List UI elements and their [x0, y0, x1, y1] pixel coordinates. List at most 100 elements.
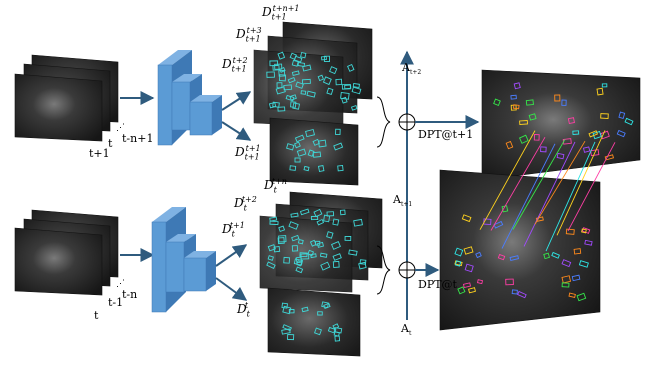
dpt-label-bottom: DPT@t — [418, 278, 457, 291]
detection-box — [286, 143, 295, 151]
bottom-input-stack: ⋰ — [14, 209, 125, 296]
tracked-box — [509, 255, 520, 261]
detection-box — [320, 261, 331, 271]
detection-box — [305, 128, 316, 138]
detection-label-bottom-1: Dtt+1 — [222, 221, 245, 239]
detection-box — [307, 249, 315, 257]
tracked-box — [604, 154, 615, 161]
bottom-input-frame-1 — [14, 227, 103, 296]
detection-box — [352, 82, 360, 88]
detection-box — [339, 209, 346, 216]
tracked-box — [519, 119, 529, 125]
top-input-stack: ⋰ — [14, 54, 125, 142]
top-input-label-2: t — [108, 137, 113, 150]
tracked-box — [528, 113, 537, 121]
detection-box — [274, 63, 283, 70]
detection-box — [340, 91, 350, 100]
detection-box — [332, 253, 342, 261]
circled-plus-icon — [398, 261, 416, 279]
detection-box — [326, 231, 334, 239]
detection-box — [358, 261, 367, 270]
detection-box — [317, 165, 325, 173]
detection-box — [300, 90, 307, 95]
detection-box — [289, 52, 298, 60]
tracked-box — [464, 263, 474, 273]
tracked-box — [493, 220, 504, 229]
arrow-cnn-to-detection-stack-bottom — [215, 244, 248, 267]
tracked-box — [517, 290, 527, 299]
detection-box — [359, 259, 367, 265]
detection-box — [309, 239, 317, 247]
tracked-box — [584, 239, 593, 246]
detection-box — [299, 252, 308, 258]
detection-box — [291, 245, 299, 252]
tracked-box — [561, 275, 572, 284]
tracked-box — [501, 205, 509, 213]
tracked-box — [540, 146, 547, 153]
tracked-box — [483, 218, 492, 226]
top-input-label-1: t+1 — [89, 147, 110, 160]
detection-box — [291, 234, 300, 242]
detection-box — [278, 235, 287, 243]
detection-box — [291, 70, 300, 76]
detection-box — [295, 81, 304, 89]
detection-box — [269, 220, 279, 226]
detection-box — [310, 253, 317, 259]
tracked-box — [616, 129, 626, 138]
top-detection-stack — [253, 21, 373, 128]
association-line — [545, 141, 596, 252]
detection-box — [321, 301, 330, 309]
tracked-box — [568, 292, 576, 298]
association-line — [534, 140, 586, 225]
tracked-box — [592, 130, 602, 140]
detection-box — [312, 151, 322, 158]
detection-box — [275, 86, 286, 95]
tracked-box — [588, 130, 598, 138]
association-line — [567, 142, 616, 232]
detection-box — [281, 302, 288, 309]
detection-label-top-1: Dt+1t+1 — [235, 144, 261, 162]
dots-icon: ⋰ — [116, 279, 125, 289]
detection-box — [332, 323, 340, 330]
detection-box — [266, 261, 276, 269]
tracked-box — [556, 152, 565, 160]
detection-box — [297, 61, 306, 67]
tracked-box — [581, 228, 587, 234]
detection-box — [273, 246, 281, 253]
detection-box — [292, 102, 301, 110]
tracked-box — [511, 289, 518, 295]
detection-box — [335, 78, 343, 86]
detection-box — [297, 239, 304, 245]
tracked-box — [454, 260, 462, 267]
detection-box — [269, 216, 278, 222]
attention-label-bottom: At — [401, 322, 412, 338]
detection-box — [277, 237, 285, 245]
detection-box — [317, 139, 327, 148]
dpt-label-top: DPT@t+1 — [418, 128, 474, 141]
tracked-box — [601, 83, 608, 88]
tracked-box — [590, 149, 600, 157]
tracked-box — [519, 134, 529, 144]
tracked-box — [493, 98, 501, 107]
detection-box — [289, 94, 297, 101]
brace-icon — [376, 96, 391, 148]
tracked-box — [463, 246, 474, 255]
tracked-box — [551, 251, 560, 259]
detection-box — [351, 86, 362, 95]
detection-box — [333, 142, 344, 151]
tracked-box — [618, 111, 626, 119]
detection-box — [266, 71, 275, 78]
detection-label-top-3: Dt+1t+3 — [236, 26, 262, 44]
detection-box — [350, 104, 358, 111]
tracked-box — [475, 251, 482, 259]
detection-box — [331, 241, 341, 250]
detection-box — [314, 327, 322, 336]
tracked-box — [457, 286, 466, 295]
tracked-box — [561, 99, 567, 106]
detection-box — [300, 51, 307, 59]
tracked-box — [573, 248, 582, 255]
tracked-box — [578, 260, 589, 268]
detection-box — [317, 311, 323, 316]
detection-box — [306, 90, 316, 98]
detection-box — [277, 51, 286, 60]
